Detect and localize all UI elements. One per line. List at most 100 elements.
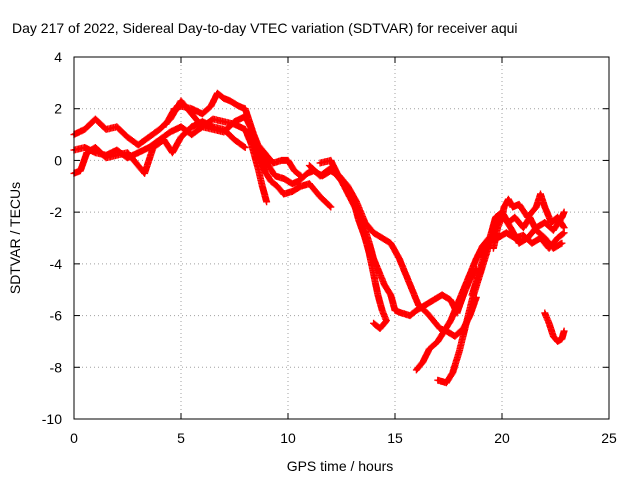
data-point — [280, 159, 283, 162]
data-point — [428, 347, 431, 351]
y-tick-label: 0 — [54, 152, 62, 168]
data-point — [408, 314, 412, 317]
data-point — [552, 229, 555, 232]
data-point — [543, 236, 546, 240]
data-point — [276, 185, 279, 188]
data-point — [522, 226, 525, 229]
y-tick-label: -6 — [50, 308, 63, 324]
data-point — [468, 273, 472, 276]
data-point — [190, 125, 193, 129]
x-tick-label: 25 — [601, 430, 617, 446]
data-point — [164, 123, 168, 126]
data-point — [432, 298, 435, 302]
data-point — [137, 151, 140, 154]
data-point — [393, 309, 397, 312]
data-point — [79, 169, 82, 172]
data-point — [265, 161, 268, 165]
data-point — [171, 151, 174, 154]
data-point — [494, 216, 497, 219]
data-point — [502, 205, 506, 209]
data-point — [372, 322, 375, 325]
data-point — [560, 241, 564, 245]
data-point — [543, 221, 546, 224]
data-point — [526, 236, 529, 240]
y-axis-label: SDTVAR / TECUs — [7, 182, 23, 294]
plot-area — [70, 89, 568, 387]
data-point — [179, 125, 183, 129]
x-tick-label: 5 — [177, 430, 185, 446]
data-point — [404, 273, 407, 276]
data-point — [308, 164, 311, 167]
data-point — [244, 128, 247, 131]
data-point — [415, 309, 418, 312]
data-point — [530, 241, 534, 245]
data-point — [147, 146, 151, 149]
data-series-track-l — [541, 309, 568, 345]
data-point — [363, 236, 367, 240]
data-point — [449, 298, 452, 302]
data-point — [248, 120, 251, 123]
data-point — [539, 192, 542, 196]
data-point — [380, 309, 384, 312]
data-point — [179, 99, 183, 103]
data-point — [273, 174, 277, 178]
data-point — [550, 221, 553, 224]
data-point — [436, 340, 439, 343]
data-point — [256, 166, 260, 170]
data-point — [380, 236, 384, 240]
data-point — [190, 112, 193, 116]
data-point — [562, 210, 566, 214]
data-point — [233, 123, 236, 126]
data-point — [376, 293, 380, 297]
data-point — [329, 159, 332, 162]
data-point — [421, 360, 425, 364]
data-point — [526, 216, 529, 219]
data-point — [318, 161, 322, 165]
x-tick-label: 10 — [280, 430, 296, 446]
data-point — [265, 200, 268, 203]
y-tick-label: -10 — [42, 411, 62, 427]
data-point — [357, 218, 360, 222]
data-point — [271, 161, 275, 165]
data-point — [547, 322, 551, 325]
data-point — [511, 205, 514, 209]
data-point — [256, 146, 260, 149]
data-point — [291, 190, 294, 193]
data-point — [137, 164, 140, 167]
data-point — [368, 252, 371, 255]
y-tick-label: -2 — [50, 204, 63, 220]
data-point — [351, 195, 354, 198]
data-point — [552, 247, 555, 250]
plot-frame — [73, 56, 610, 420]
data-point — [481, 244, 484, 247]
x-tick-label: 15 — [387, 430, 403, 446]
data-point — [383, 283, 386, 286]
x-tick-label: 20 — [494, 430, 510, 446]
data-point — [83, 146, 86, 149]
data-point — [517, 203, 521, 206]
data-point — [83, 128, 86, 131]
data-point — [443, 329, 446, 333]
data-point — [201, 112, 204, 116]
data-point — [104, 156, 108, 160]
data-point — [222, 120, 225, 123]
data-point — [342, 182, 345, 185]
y-tick-label: 4 — [54, 49, 62, 65]
data-point — [179, 135, 183, 139]
data-point — [556, 340, 559, 343]
data-point — [462, 288, 465, 291]
data-point — [237, 104, 240, 108]
data-point — [400, 311, 403, 315]
data-point — [190, 107, 193, 110]
data-series-track-g — [316, 156, 390, 332]
data-point — [263, 169, 266, 172]
data-series-track-k — [489, 190, 568, 252]
data-point — [505, 231, 508, 235]
data-point — [556, 216, 559, 219]
x-tick-label: 0 — [70, 430, 78, 446]
data-point — [438, 327, 442, 330]
data-point — [244, 107, 247, 110]
data-point — [500, 216, 504, 219]
data-point — [269, 179, 273, 183]
